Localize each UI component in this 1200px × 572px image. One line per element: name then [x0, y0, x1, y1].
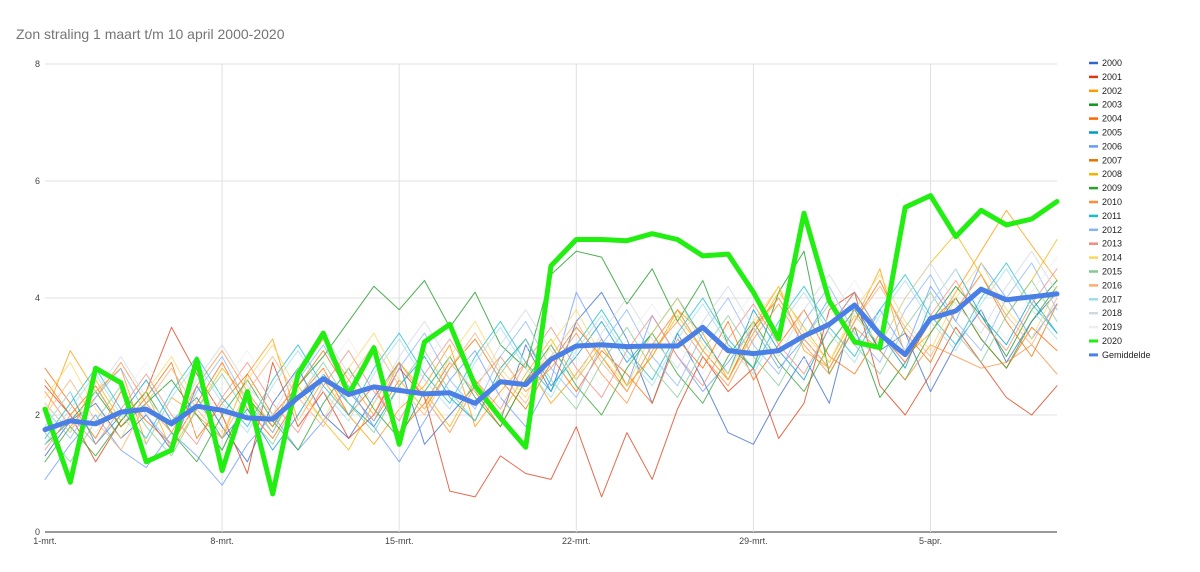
legend-label: 2003	[1102, 100, 1122, 110]
x-tick-label: 22-mrt.	[562, 536, 591, 546]
x-tick-label: 8-mrt.	[210, 536, 234, 546]
legend-label: 2001	[1102, 72, 1122, 82]
legend-label: 2010	[1102, 197, 1122, 207]
x-tick-label: 29-mrt.	[739, 536, 768, 546]
legend-label: 2012	[1102, 225, 1122, 235]
series-line-2001	[44, 291, 1058, 498]
legend-label: 2018	[1102, 308, 1122, 318]
y-tick-label: 8	[35, 59, 40, 69]
legend-label: 2006	[1102, 141, 1122, 151]
y-tick-label: 2	[35, 410, 40, 420]
legend-label: 2004	[1102, 114, 1122, 124]
legend-label: 2017	[1102, 294, 1122, 304]
series-line-2018	[44, 250, 1058, 434]
series-line-2015	[44, 280, 1058, 463]
legend-label: 2016	[1102, 280, 1122, 290]
legend-label: 2007	[1102, 155, 1122, 165]
legend-label: 2005	[1102, 128, 1122, 138]
x-tick-label: 5-apr.	[919, 536, 942, 546]
y-tick-label: 4	[35, 293, 40, 303]
legend-label: 2000	[1102, 58, 1122, 68]
legend-label: 2008	[1102, 169, 1122, 179]
y-tick-label: 6	[35, 176, 40, 186]
series-line-2012	[44, 262, 1058, 445]
series-line-2000	[44, 291, 1058, 463]
x-tick-label: 15-mrt.	[385, 536, 414, 546]
legend-label: Gemiddelde	[1102, 350, 1151, 360]
legend-label: 2011	[1102, 211, 1121, 221]
legend-label: 2009	[1102, 183, 1122, 193]
legend: 2000 2001 2002 2003 2004 2005 2006 2007 2008 2009…	[1089, 58, 1151, 360]
legend-label: 2002	[1102, 86, 1122, 96]
x-tick-label: 1-mrt.	[33, 536, 57, 546]
legend-label: 2019	[1102, 322, 1122, 332]
series-line-2004	[44, 297, 1058, 445]
axis-labels: 0 2 4 6 8 1-mrt. 8-mrt. 15-mrt. 22-mrt. 29-mrt. 5-…	[33, 59, 942, 546]
legend-label: 2015	[1102, 267, 1122, 277]
chart-title: Zon straling 1 maart t/m 10 april 2000-2…	[16, 26, 285, 42]
legend-label: 2013	[1102, 239, 1122, 249]
series-line-2020	[42, 193, 1060, 497]
series-line-gemiddelde	[42, 286, 1060, 433]
series-lines	[42, 193, 1060, 498]
legend-label: 2014	[1102, 253, 1122, 263]
legend-label: 2020	[1102, 336, 1122, 346]
y-tick-label: 0	[35, 527, 40, 537]
series-line-2019	[44, 256, 1058, 434]
